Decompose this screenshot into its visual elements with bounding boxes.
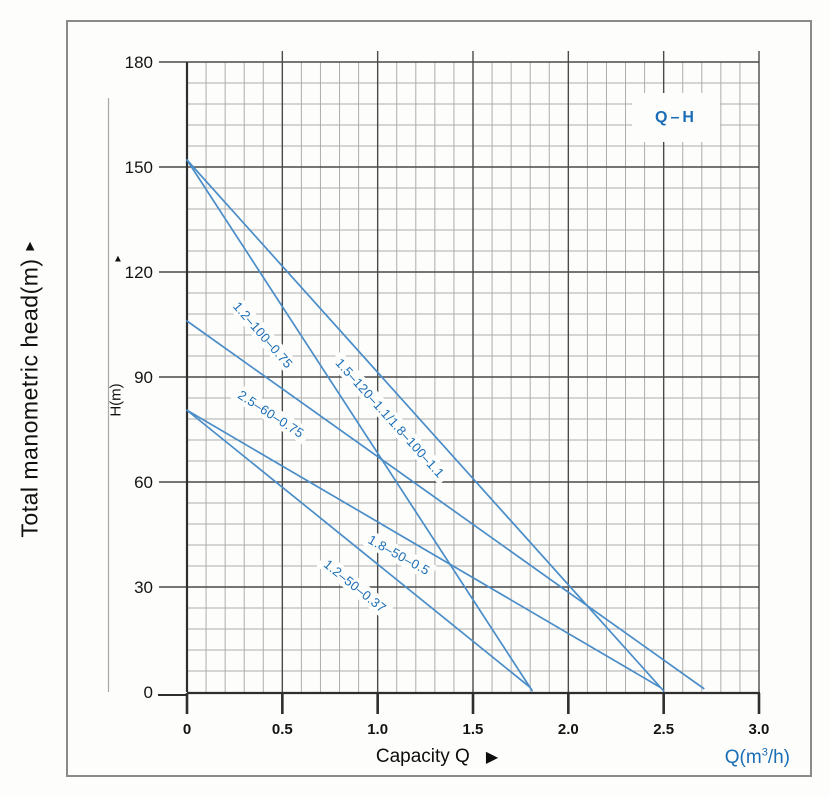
y-tick-label: 90 [134,368,153,387]
y-tick-label: 0 [143,683,153,702]
x-tick-label: 2.0 [557,721,579,738]
x-tick-label: 2.5 [653,721,675,738]
y-tick-label: 60 [134,473,153,492]
y-axis-inner-label: H(m) [107,383,125,417]
chart-outer-border [66,20,812,777]
y-tick-label: 30 [134,578,153,597]
x-tick-label: 1.0 [367,721,389,738]
x-axis-title-text: Capacity Q [375,746,470,767]
y-tick-label: 180 [124,53,153,72]
right-arrow-icon: ▶ [485,749,499,766]
y-axis-outer-title: Total manometric head(m) [16,258,43,538]
x-tick-label: 3.0 [748,721,770,738]
x-tick-label: 0 [182,721,192,738]
legend-label: Q–H [655,108,697,126]
up-arrow-icon: ▲ [22,237,38,255]
x-axis-title: Capacity Q ▶ [327,746,547,768]
x-axis-unit-label: Q(m3/h) [724,746,790,768]
x-tick-label: 1.5 [462,721,484,738]
up-arrow-icon: ▲ [113,253,123,265]
x-tick-label: 0.5 [271,721,293,738]
y-tick-label: 150 [124,158,153,177]
y-tick-label: 120 [124,263,153,282]
legend-box: Q–H [632,93,720,142]
